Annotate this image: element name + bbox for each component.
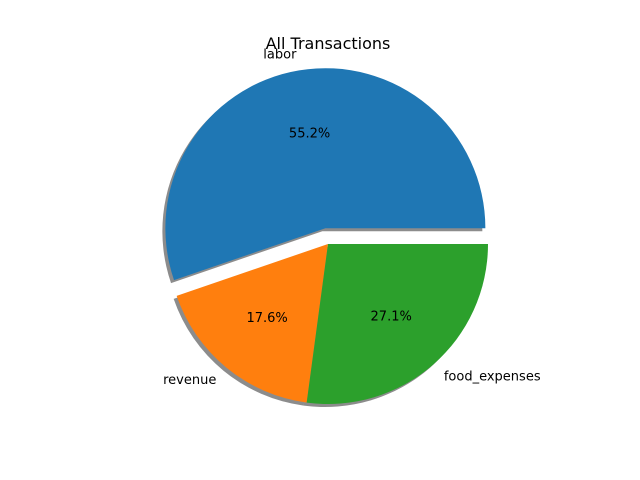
pct-label-revenue: 17.6% xyxy=(246,311,287,326)
label-layer: labor 55.2% revenue 17.6% food_expenses 27.1% xyxy=(163,48,541,388)
pie-slice-revenue xyxy=(176,244,328,403)
pct-label-labor: 55.2% xyxy=(289,127,330,142)
slice-label-labor: labor xyxy=(263,48,297,63)
slice-label-revenue: revenue xyxy=(163,373,216,388)
slice-label-food-expenses: food_expenses xyxy=(444,369,541,384)
slice-layer xyxy=(165,68,488,405)
chart-title: All Transactions xyxy=(266,34,391,53)
pct-label-food-expenses: 27.1% xyxy=(371,309,412,324)
pie-slice-labor xyxy=(165,68,486,281)
pie-slice-food-expenses xyxy=(306,244,488,405)
